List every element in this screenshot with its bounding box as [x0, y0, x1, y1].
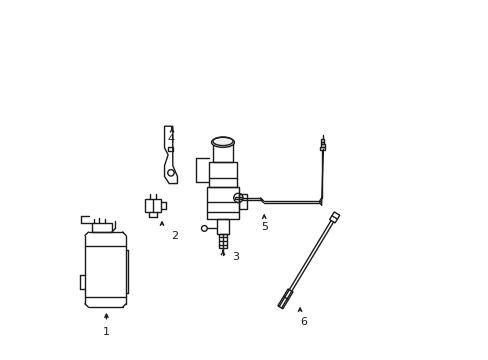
- Text: 6: 6: [300, 317, 306, 327]
- Bar: [320, 141, 324, 144]
- Text: 1: 1: [103, 327, 110, 337]
- Text: 5: 5: [260, 222, 267, 231]
- Bar: [320, 144, 324, 147]
- Bar: [212, 144, 233, 162]
- Bar: [92, 223, 112, 232]
- Bar: [321, 139, 324, 141]
- Bar: [235, 197, 241, 199]
- Bar: [218, 234, 227, 248]
- Bar: [239, 194, 246, 209]
- Text: 3: 3: [232, 252, 239, 262]
- Bar: [168, 147, 173, 151]
- Ellipse shape: [211, 137, 234, 147]
- Bar: [206, 187, 239, 220]
- Text: 4: 4: [167, 134, 174, 144]
- Text: 2: 2: [171, 231, 178, 240]
- Bar: [209, 162, 236, 187]
- Bar: [320, 147, 325, 149]
- Bar: [145, 199, 161, 212]
- Bar: [216, 220, 229, 234]
